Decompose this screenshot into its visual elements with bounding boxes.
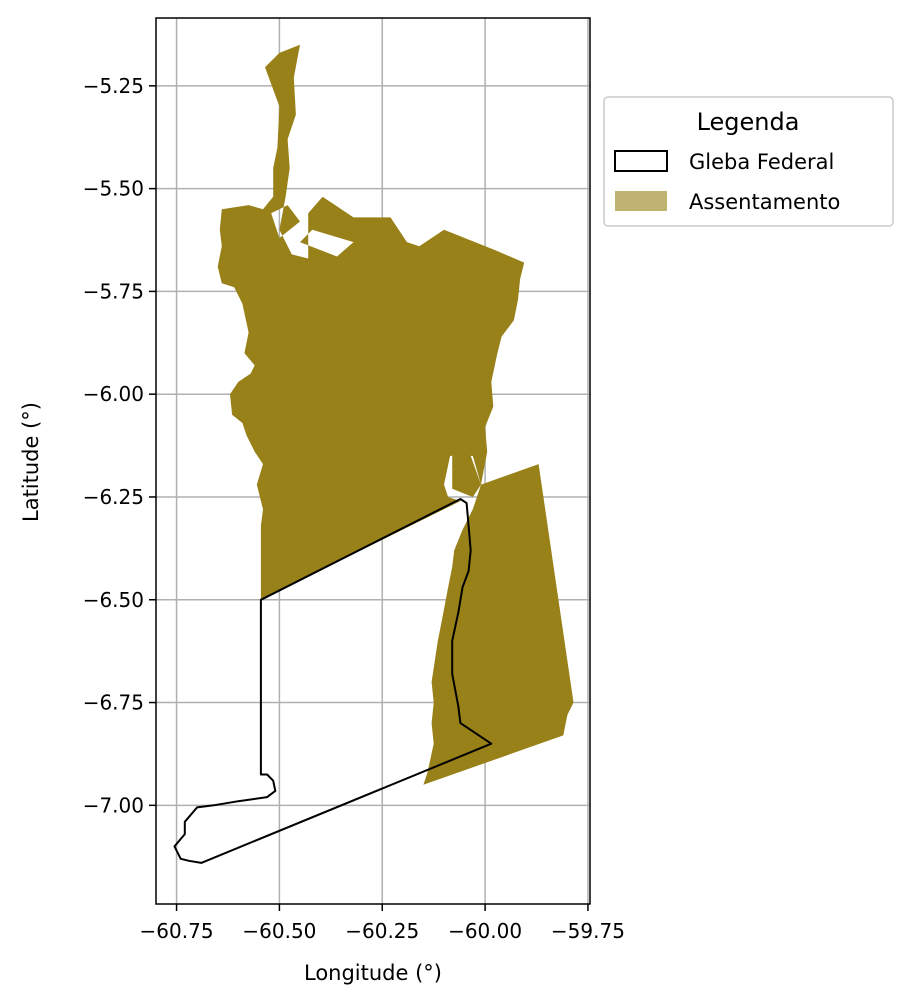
axis-ticks: −60.75 −60.50 −60.25 −60.00 −59.75 −5.25 −5.50… bbox=[83, 74, 625, 943]
legend-swatch-assentamento bbox=[615, 191, 667, 211]
x-tick-label: −60.25 bbox=[345, 919, 419, 943]
legend: Legenda Gleba Federal Assentamento bbox=[603, 96, 894, 227]
y-tick-label: −6.50 bbox=[83, 588, 144, 612]
y-tick-label: −5.75 bbox=[83, 279, 144, 303]
plot-frame bbox=[155, 17, 591, 905]
x-tick-label: −60.50 bbox=[242, 919, 316, 943]
legend-label-gleba-federal: Gleba Federal bbox=[689, 150, 834, 174]
legend-title: Legenda bbox=[697, 108, 800, 136]
y-tick-label: −6.75 bbox=[83, 691, 144, 715]
legend-swatch-gleba-federal bbox=[614, 150, 668, 172]
assentamento-polygon bbox=[217, 44, 574, 785]
x-axis-label: Longitude (°) bbox=[304, 961, 442, 985]
y-tick-label: −5.50 bbox=[83, 177, 144, 201]
y-tick-label: −6.25 bbox=[83, 485, 144, 509]
y-tick-label: −6.00 bbox=[83, 382, 144, 406]
y-axis-label: Latitude (°) bbox=[19, 402, 43, 522]
legend-label-assentamento: Assentamento bbox=[689, 190, 840, 214]
y-tick-label: −7.00 bbox=[83, 793, 144, 817]
gleba-federal-outline bbox=[173, 498, 493, 864]
x-tick-label: −60.75 bbox=[140, 919, 214, 943]
map-layers bbox=[173, 44, 574, 864]
x-tick-label: −59.75 bbox=[551, 919, 625, 943]
legend-box bbox=[603, 96, 894, 227]
y-tick-label: −5.25 bbox=[83, 74, 144, 98]
x-tick-label: −60.00 bbox=[448, 919, 522, 943]
